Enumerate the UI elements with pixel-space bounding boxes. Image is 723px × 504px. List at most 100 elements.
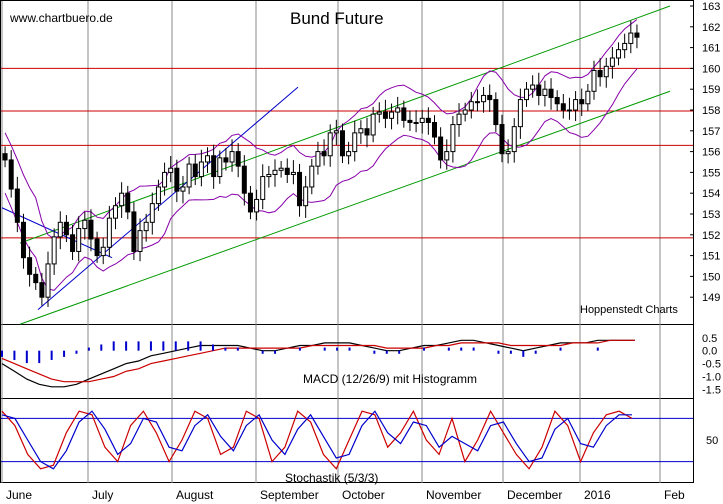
- price-panel-frame: [0, 0, 694, 325]
- annotation-hoppenstedt: Hoppenstedt Charts: [580, 304, 678, 316]
- candle-up: [517, 99, 523, 128]
- vertical-gridlines: [1, 1, 661, 483]
- price-tick-label: 153: [702, 209, 720, 221]
- macd-line: [1, 339, 635, 383]
- price-tick-label: 150: [702, 271, 720, 283]
- candle-up: [389, 111, 395, 119]
- candle-up: [82, 219, 88, 230]
- candle-up: [474, 101, 480, 104]
- candle-up: [119, 192, 125, 207]
- candle-up: [413, 121, 419, 124]
- candle-down: [14, 188, 20, 223]
- candle-up: [205, 155, 211, 163]
- support-resistance-lines: [1, 67, 693, 239]
- macd-panel-frame: [0, 324, 694, 399]
- candle-down: [247, 192, 253, 213]
- lower-band: [4, 68, 638, 291]
- candle-down: [579, 99, 585, 105]
- candle-down: [211, 155, 217, 178]
- candle-up: [622, 42, 628, 51]
- candle-up: [51, 236, 57, 265]
- candle-up: [609, 57, 615, 67]
- candle-up: [137, 230, 143, 252]
- candle-up: [112, 205, 118, 219]
- price-tick-label: 158: [702, 105, 720, 117]
- macd-tick-label: -0.5: [702, 359, 721, 371]
- source-label: www.chartbuero.de: [9, 11, 113, 25]
- month-axis-labels: June July August September October November De…: [6, 488, 685, 502]
- candle-up: [376, 111, 382, 115]
- stochastic-line: [1, 409, 633, 470]
- candle-up: [542, 88, 548, 96]
- candle-up: [468, 101, 474, 111]
- macd-axis-labels: 0.50.0-0.5-1.0-1.5: [702, 333, 721, 397]
- price-tick-label: 156: [702, 147, 720, 159]
- candle-up: [254, 198, 260, 213]
- candle-up: [462, 109, 468, 115]
- candle-down: [192, 163, 198, 178]
- candle-down: [407, 119, 413, 123]
- candle-up: [566, 109, 572, 112]
- price-envelope-bands: [4, 19, 638, 291]
- stochastic-tick-label: 50: [706, 435, 718, 447]
- macd-title: MACD (12/26/9) mit Histogramm: [303, 372, 477, 386]
- x-label: June: [6, 488, 32, 502]
- candle-up: [616, 49, 622, 59]
- candle-down: [131, 211, 137, 252]
- candle-down: [70, 234, 76, 252]
- macd-lines: [1, 339, 635, 388]
- candle-up: [511, 126, 517, 153]
- candle-down: [487, 94, 493, 101]
- candlestick-series: [2, 20, 640, 307]
- chart-title: Bund Future: [290, 9, 384, 28]
- candle-down: [548, 88, 554, 99]
- candle-up: [278, 167, 284, 171]
- candle-up: [266, 173, 272, 178]
- x-label: December: [507, 488, 562, 502]
- candle-up: [505, 151, 511, 155]
- candle-down: [401, 107, 407, 121]
- x-label: October: [342, 488, 385, 502]
- candle-up: [603, 65, 609, 78]
- candle-up: [180, 186, 186, 192]
- upper-band: [4, 19, 638, 240]
- stochastic-line: [1, 410, 632, 470]
- macd-tick-label: 0.0: [702, 346, 717, 358]
- x-label: 2016: [584, 488, 611, 502]
- candle-up: [327, 132, 333, 157]
- price-tick-label: 151: [702, 251, 720, 263]
- candle-up: [100, 246, 106, 257]
- candle-up: [395, 107, 401, 113]
- candle-up: [303, 186, 309, 207]
- candle-down: [431, 121, 437, 138]
- price-tick-label: 154: [702, 188, 720, 200]
- candle-up: [358, 128, 364, 134]
- candle-up: [217, 157, 223, 178]
- stochastic-panel-frame: [0, 398, 694, 483]
- stochastic-axis-labels: 50: [706, 435, 718, 447]
- price-tick-label: 152: [702, 230, 720, 242]
- candle-down: [20, 221, 26, 259]
- stochastic-lines: [1, 409, 693, 470]
- candle-down: [2, 153, 8, 161]
- candle-up: [290, 171, 296, 175]
- macd-line: [1, 339, 635, 388]
- candle-down: [241, 165, 247, 194]
- candle-down: [39, 282, 45, 298]
- macd-histogram: [1, 341, 599, 364]
- candle-up: [143, 221, 149, 232]
- candle-down: [554, 97, 560, 105]
- candle-up: [352, 132, 358, 153]
- price-tick-label: 155: [702, 167, 720, 179]
- candle-up: [272, 169, 278, 175]
- candle-up: [76, 228, 82, 252]
- candle-down: [382, 111, 388, 119]
- trend-line: [37, 86, 299, 311]
- price-tick-label: 149: [702, 292, 720, 304]
- candle-down: [560, 103, 566, 111]
- x-label: September: [260, 488, 319, 502]
- x-label: November: [426, 488, 481, 502]
- candle-down: [493, 99, 499, 126]
- candle-down: [536, 84, 542, 96]
- candle-up: [628, 32, 634, 44]
